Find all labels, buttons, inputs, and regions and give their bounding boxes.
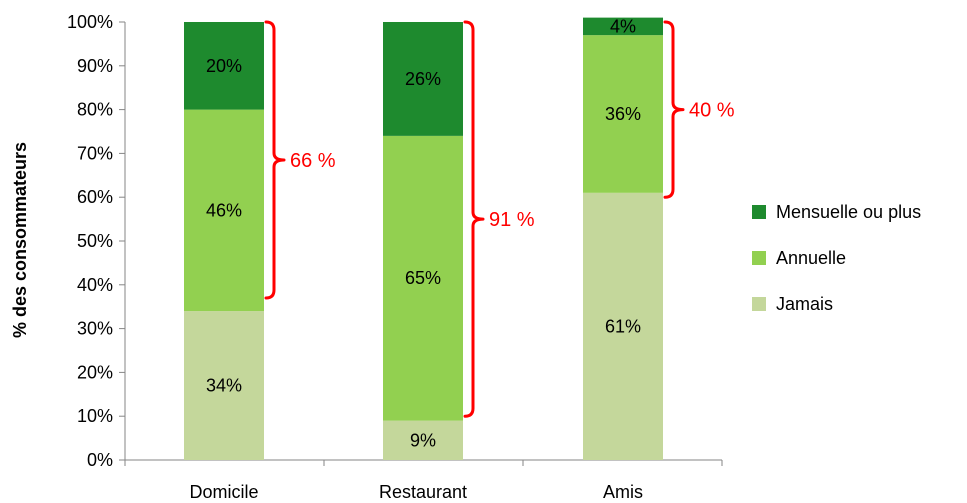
- y-tick-label: 10%: [77, 406, 113, 426]
- bar-segment: [383, 22, 463, 136]
- legend: Mensuelle ou plus Annuelle Jamais: [752, 202, 921, 314]
- data-label: 26%: [405, 69, 441, 89]
- y-tick-label: 70%: [77, 143, 113, 163]
- legend-item-label: Annuelle: [776, 248, 846, 268]
- data-label: 34%: [206, 376, 242, 396]
- annotation-bracket: [264, 20, 286, 300]
- bar-segment: [383, 420, 463, 460]
- bar-segment: [184, 311, 264, 460]
- y-tick-label: 100%: [67, 12, 113, 32]
- y-tick-label: 20%: [77, 362, 113, 382]
- legend-item-label: Jamais: [776, 294, 833, 314]
- bar-segment: [383, 135, 463, 421]
- data-label: 20%: [206, 56, 242, 76]
- y-tick-label: 40%: [77, 275, 113, 295]
- data-label: 61%: [605, 316, 641, 336]
- bar-segment: [583, 17, 663, 36]
- annotation-bracket: [663, 20, 685, 199]
- y-tick-label: 50%: [77, 231, 113, 251]
- legend-swatch: [752, 297, 766, 311]
- y-tick-label: 30%: [77, 319, 113, 339]
- bar-segment: [583, 35, 663, 193]
- y-tick-label: 90%: [77, 56, 113, 76]
- y-tick-label: 80%: [77, 100, 113, 120]
- annotation-label: 66 %: [290, 150, 336, 172]
- bar-segment: [184, 22, 264, 110]
- annotation-bracket: [463, 20, 485, 418]
- bar-segment: [583, 192, 663, 460]
- data-label: 46%: [206, 200, 242, 220]
- legend-item-label: Mensuelle ou plus: [776, 202, 921, 222]
- data-label: 4%: [610, 16, 636, 36]
- plot-area: 0% 10% 20% 30% 40% 50% 60% 70% 80% 90% 100% Domicil…: [67, 12, 735, 502]
- data-label: 9%: [410, 430, 436, 450]
- annotation-label: 40 %: [689, 100, 735, 122]
- y-axis-label: % des consommateurs: [10, 142, 30, 338]
- bar-segment: [184, 109, 264, 312]
- data-label: 65%: [405, 268, 441, 288]
- legend-swatch: [752, 251, 766, 265]
- x-tick-label: Restaurant: [379, 482, 467, 502]
- y-tick-label: 60%: [77, 187, 113, 207]
- legend-swatch: [752, 205, 766, 219]
- data-label: 36%: [605, 104, 641, 124]
- x-tick-label: Domicile: [189, 482, 258, 502]
- x-tick-label: Amis: [603, 482, 643, 502]
- y-tick-label: 0%: [87, 450, 113, 470]
- annotation-label: 91 %: [489, 209, 535, 231]
